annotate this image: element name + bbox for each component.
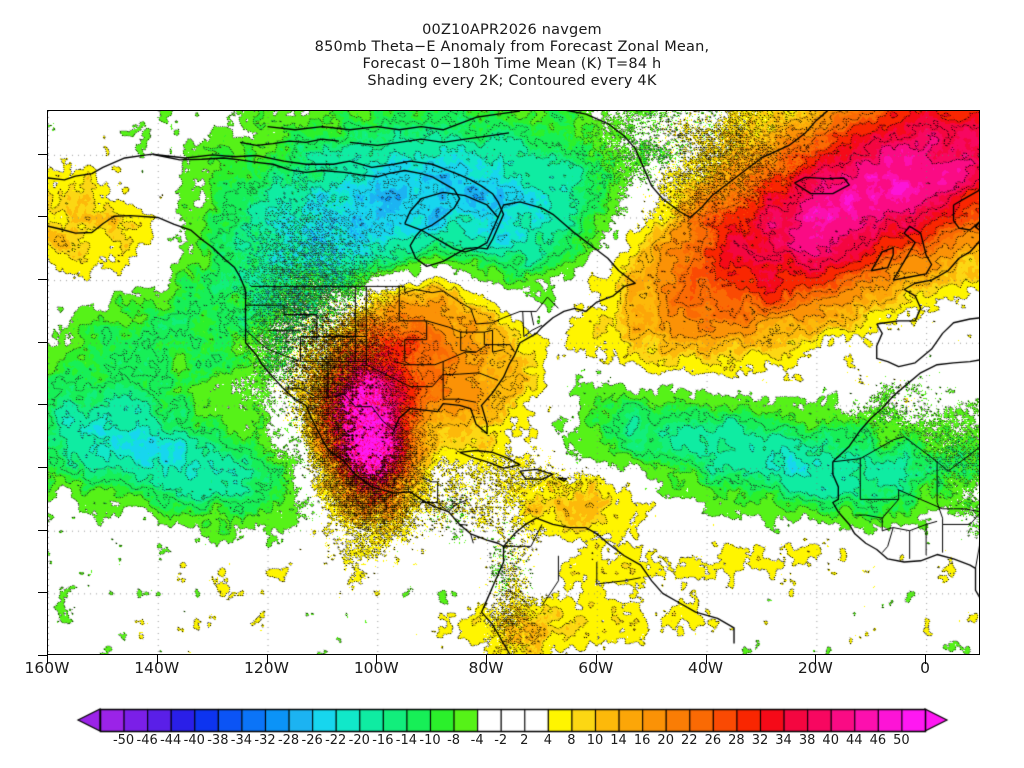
colorbar-tick-label: 38 (798, 733, 816, 748)
x-axis-tick-mark (815, 655, 817, 664)
colorbar-tick-label: -22 (325, 733, 347, 748)
y-axis-tick-mark (38, 655, 47, 656)
title-line-field: 850mb Theta−E Anomaly from Forecast Zona… (314, 39, 710, 55)
x-axis-tick-mark (156, 655, 158, 664)
x-axis-tick-mark (595, 655, 597, 664)
colorbar-tick-label: 40 (822, 733, 839, 748)
colorbar-tick-label: -4 (470, 733, 484, 748)
colorbar-tick-label: 20 (657, 733, 674, 748)
colorbar-tick-label: -2 (494, 733, 508, 748)
colorbar-tick-label: -40 (183, 733, 205, 748)
x-axis-tick-label: 60W (578, 659, 614, 677)
y-axis-tick-mark (38, 153, 47, 155)
colorbar-tick-label: -16 (372, 733, 394, 748)
x-axis-tick-label: 0 (920, 659, 931, 677)
colorbar-tick-label: 22 (681, 733, 698, 748)
y-axis-tick-mark (38, 467, 47, 469)
x-axis-tick-mark (925, 655, 927, 664)
x-axis-tick-mark (266, 655, 268, 664)
x-axis-tick-label: 80W (468, 659, 504, 677)
colorbar-tick-label: 44 (846, 733, 863, 748)
colorbar-tick-label: -50 (112, 733, 135, 748)
colorbar-tick-label: 32 (751, 733, 769, 748)
coastline-overlay-canvas (48, 111, 979, 654)
colorbar-tick-label: -38 (207, 733, 229, 748)
x-axis-tick-mark (705, 655, 707, 664)
colorbar-tick-label: -46 (136, 733, 158, 748)
colorbar-tick-label: -20 (348, 733, 370, 748)
x-axis-tick-mark (486, 655, 488, 664)
title-line-run: 00Z10APR2026 navgem (422, 22, 602, 38)
colorbar-tick-label: -34 (230, 733, 253, 748)
x-axis-tick-mark (47, 655, 48, 664)
x-axis-tick-label: 160W (24, 659, 70, 677)
colorbar-tick-label: 28 (728, 733, 745, 748)
colorbar-tick-label: 46 (869, 733, 887, 748)
colorbar: -50 -46 -44 -40 -38 -34 -32 -28 -26 -22 -20 -16 -14-… (0, 703, 1024, 758)
colorbar-tick-label: 14 (610, 733, 627, 748)
colorbar-tick-label: 50 (893, 733, 910, 748)
colorbar-tick-label: 34 (775, 733, 792, 748)
colorbar-tick-label: -14 (395, 733, 418, 748)
colorbar-tick-label: -26 (301, 733, 323, 748)
colorbar-tick-label: 16 (633, 733, 651, 748)
x-axis-tick-label: 40W (688, 659, 724, 677)
y-axis-tick-mark (38, 341, 47, 343)
chart-title-block: 00Z10APR2026 navgem 850mb Theta−E Anomal… (0, 22, 1024, 90)
x-axis-tick-label: 100W (353, 659, 399, 677)
colorbar-tick-label: -28 (277, 733, 300, 748)
colorbar-tick-label: -44 (160, 733, 182, 748)
colorbar-tick-label: 10 (586, 733, 604, 748)
y-axis-tick-mark (38, 404, 47, 406)
x-axis-tick-label: 20W (797, 659, 833, 677)
y-axis-tick-mark (38, 592, 47, 594)
colorbar-swatches (0, 703, 1024, 733)
colorbar-tick-label: 4 (543, 733, 552, 748)
colorbar-tick-label: 26 (704, 733, 722, 748)
x-axis-tick-label: 140W (134, 659, 180, 677)
colorbar-tick-label: -10 (419, 733, 441, 748)
x-axis-tick-label: 120W (244, 659, 289, 677)
colorbar-tick-label: 2 (520, 733, 529, 748)
title-line-shading: Shading every 2K; Contoured every 4K (367, 73, 657, 89)
colorbar-tick-label: 8 (567, 733, 576, 748)
y-axis-tick-mark (38, 279, 47, 281)
y-axis-tick-mark (38, 216, 47, 218)
colorbar-tick-label: -32 (254, 733, 276, 748)
y-axis-tick-mark (38, 529, 47, 531)
title-line-forecast: Forecast 0−180h Time Mean (K) T=84 h (362, 56, 662, 72)
x-axis-tick-mark (376, 655, 378, 664)
colorbar-tick-label: -8 (447, 733, 461, 748)
map-plot-area (47, 110, 980, 655)
